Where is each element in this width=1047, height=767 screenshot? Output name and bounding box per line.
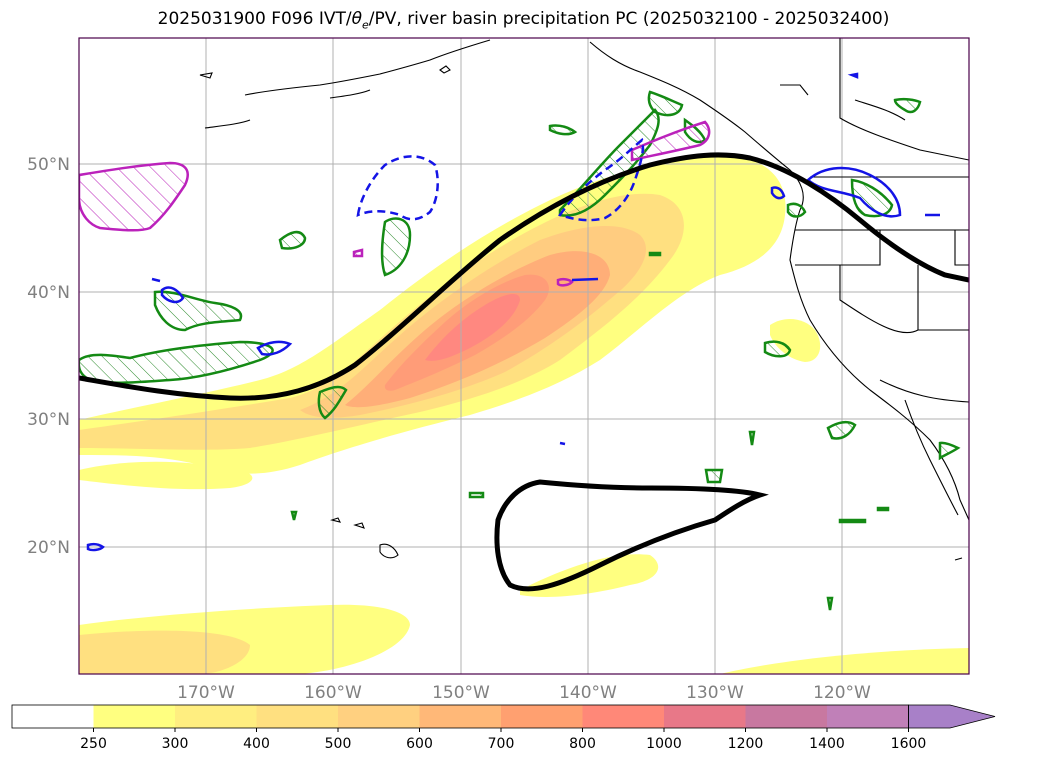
pv-contours-blue <box>86 72 940 552</box>
colorbar-label: 1400 <box>809 736 845 752</box>
colorbar-swatch <box>93 705 176 728</box>
colorbar-swatch <box>419 705 502 728</box>
colorbar-label: 250 <box>80 736 107 752</box>
lat-label-50n: 50°N <box>27 155 70 175</box>
lat-label-30n: 30°N <box>27 410 70 430</box>
theta-e-contour <box>79 152 969 592</box>
lon-label-160w: 160°W <box>304 683 362 703</box>
colorbar-label: 800 <box>569 736 596 752</box>
map-frame <box>78 37 970 675</box>
colorbar-label: 400 <box>243 736 270 752</box>
colorbar-swatch <box>256 705 339 728</box>
colorbar-label: 1000 <box>646 736 682 752</box>
lat-label-40n: 40°N <box>27 283 70 303</box>
colorbar-swatch <box>338 705 420 728</box>
colorbar-swatch <box>12 705 94 728</box>
lon-label-130w: 130°W <box>686 683 744 703</box>
colorbar-label: 600 <box>406 736 433 752</box>
colorbar: 250 300 400 500 600 700 800 1000 1200 1400 1600 <box>11 704 996 752</box>
pv-contours-magenta <box>79 120 711 287</box>
lon-label-120w: 120°W <box>813 683 871 703</box>
colorbar-label: 300 <box>162 736 189 752</box>
colorbar-swatch <box>745 705 828 728</box>
lon-label-170w: 170°W <box>177 683 235 703</box>
colorbar-swatch <box>175 705 257 728</box>
colorbar-label: 500 <box>325 736 352 752</box>
colorbar-frame <box>11 704 909 729</box>
colorbar-label: 700 <box>488 736 515 752</box>
lat-label-20n: 20°N <box>27 538 70 558</box>
lon-label-150w: 150°W <box>432 683 490 703</box>
lon-label-140w: 140°W <box>559 683 617 703</box>
colorbar-swatch <box>501 705 583 728</box>
colorbar-label: 1600 <box>891 736 927 752</box>
colorbar-swatch <box>827 705 909 728</box>
colorbar-swatch <box>664 705 746 728</box>
ivt-shading <box>79 155 969 674</box>
colorbar-label: 1200 <box>728 736 764 752</box>
colorbar-swatch <box>582 705 665 728</box>
colorbar-extend-arrow <box>908 704 996 729</box>
map-title: 2025031900 F096 IVT/θe/PV, river basin p… <box>157 9 890 32</box>
